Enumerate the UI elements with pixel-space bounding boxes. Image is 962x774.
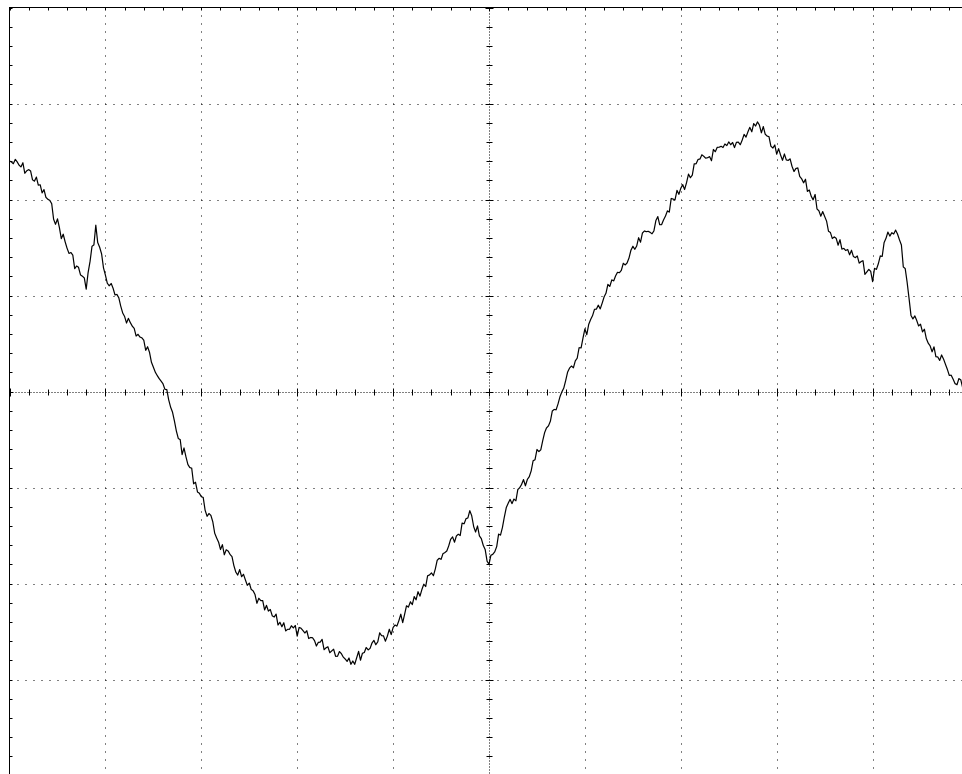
waveform-trace: [9, 121, 962, 665]
trace-layer: [9, 121, 962, 665]
grid: [9, 7, 962, 774]
